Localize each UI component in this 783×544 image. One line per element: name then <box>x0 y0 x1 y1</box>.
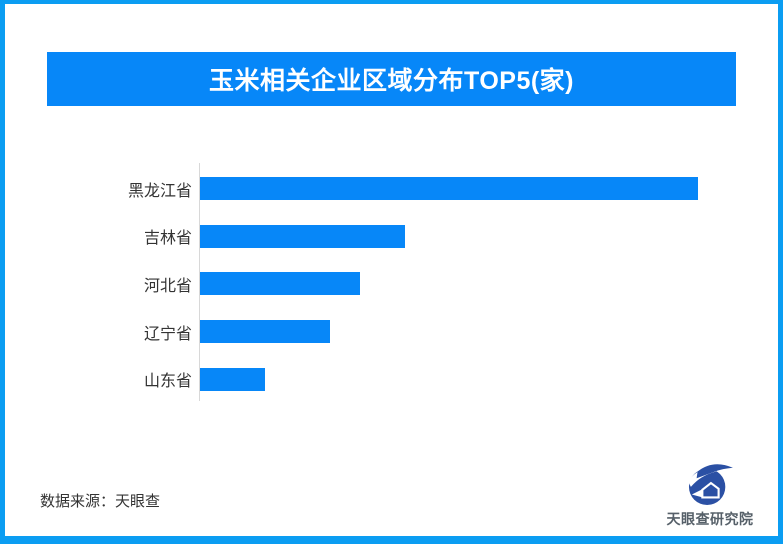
bar <box>200 272 360 296</box>
brand-logo-text: 天眼查研究院 <box>666 511 754 527</box>
bar <box>200 177 698 201</box>
brand-logo: 天眼查研究院 <box>650 462 770 529</box>
category-label: 河北省 <box>143 277 192 295</box>
tianyancha-eye-logo-icon <box>688 464 733 506</box>
category-label: 吉林省 <box>143 230 192 248</box>
bar-chart: 黑龙江省 吉林省 河北省 辽宁省 山东省 <box>5 165 778 403</box>
bar <box>200 320 330 344</box>
chart-row: 黑龙江省 <box>5 165 778 213</box>
data-source-note: 数据来源：天眼查 <box>40 493 161 510</box>
title-banner: 玉米相关企业区域分布TOP5(家) <box>47 52 736 106</box>
category-label: 黑龙江省 <box>127 182 192 200</box>
chart-row: 山东省 <box>5 355 778 403</box>
bar <box>200 367 265 391</box>
chart-title: 玉米相关企业区域分布TOP5(家) <box>209 67 574 95</box>
category-label: 山东省 <box>143 373 192 391</box>
chart-row: 河北省 <box>5 260 778 308</box>
y-axis-line <box>199 163 200 401</box>
chart-row: 吉林省 <box>5 213 778 261</box>
chart-row: 辽宁省 <box>5 308 778 356</box>
category-label: 辽宁省 <box>143 325 192 343</box>
bar <box>200 224 405 248</box>
